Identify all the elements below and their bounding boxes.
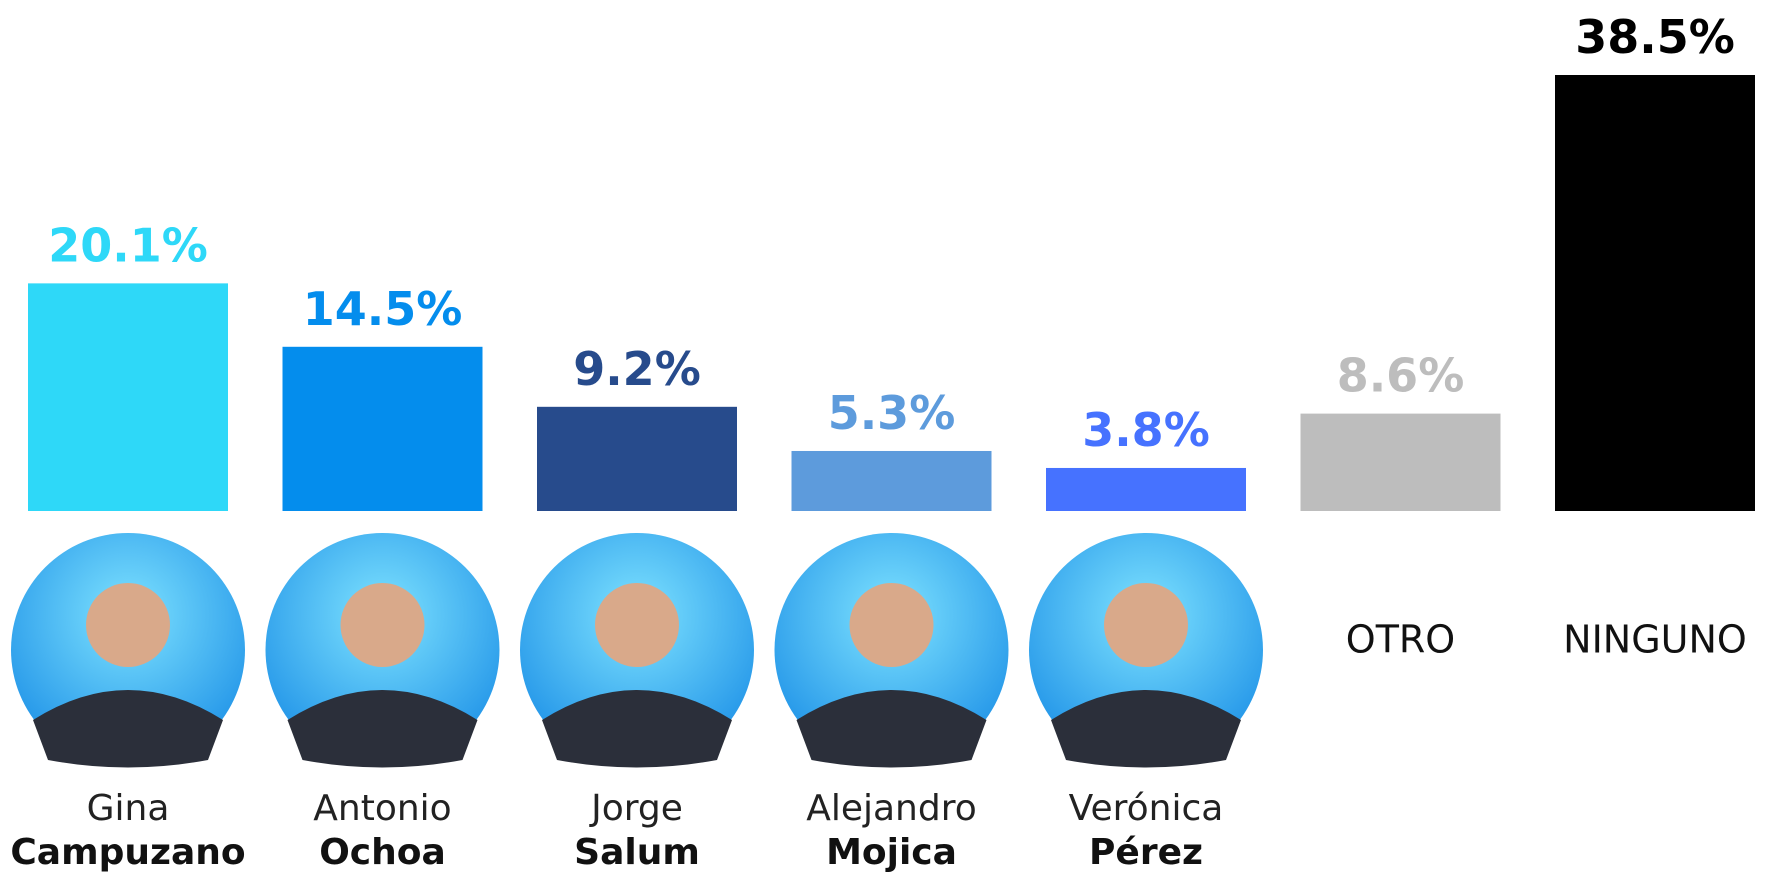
candidate-photo — [11, 533, 245, 768]
bar — [1555, 75, 1755, 511]
value-label: 5.3% — [828, 386, 956, 440]
bar — [1301, 414, 1501, 511]
photo-head — [1104, 583, 1188, 667]
last-name: Campuzano — [10, 832, 245, 872]
first-name: Jorge — [589, 788, 683, 829]
value-label: 38.5% — [1575, 10, 1735, 64]
photo-head — [86, 583, 170, 667]
value-label: 9.2% — [573, 342, 701, 396]
bar — [537, 407, 737, 511]
value-label: 3.8% — [1082, 403, 1210, 457]
first-name: Gina — [87, 788, 170, 829]
candidate-photo — [266, 533, 500, 768]
bar — [1046, 468, 1246, 511]
value-label: 20.1% — [48, 218, 208, 272]
photo-head — [595, 583, 679, 667]
value-label: 8.6% — [1337, 349, 1465, 403]
candidate-photo — [520, 533, 754, 768]
last-name: Salum — [574, 832, 700, 872]
category-label: OTRO — [1346, 618, 1455, 662]
first-name: Alejandro — [806, 788, 977, 829]
last-name: Pérez — [1089, 832, 1203, 872]
category-label: NINGUNO — [1563, 618, 1747, 662]
candidate-photo — [1029, 533, 1263, 768]
candidate-photo — [775, 533, 1009, 768]
last-name: Mojica — [826, 832, 957, 872]
last-name: Ochoa — [319, 832, 446, 872]
first-name: Verónica — [1069, 788, 1224, 829]
photo-head — [850, 583, 934, 667]
bar — [792, 451, 992, 511]
value-label: 14.5% — [303, 282, 463, 336]
chart: 20.1% GinaCampuzano 14.5% AntonioOchoa 9.2% J… — [0, 0, 1767, 872]
bar — [283, 347, 483, 511]
photo-head — [341, 583, 425, 667]
first-name: Antonio — [313, 788, 451, 829]
page: 20.1% GinaCampuzano 14.5% AntonioOchoa 9.2% J… — [0, 0, 1767, 872]
bar — [28, 283, 228, 511]
